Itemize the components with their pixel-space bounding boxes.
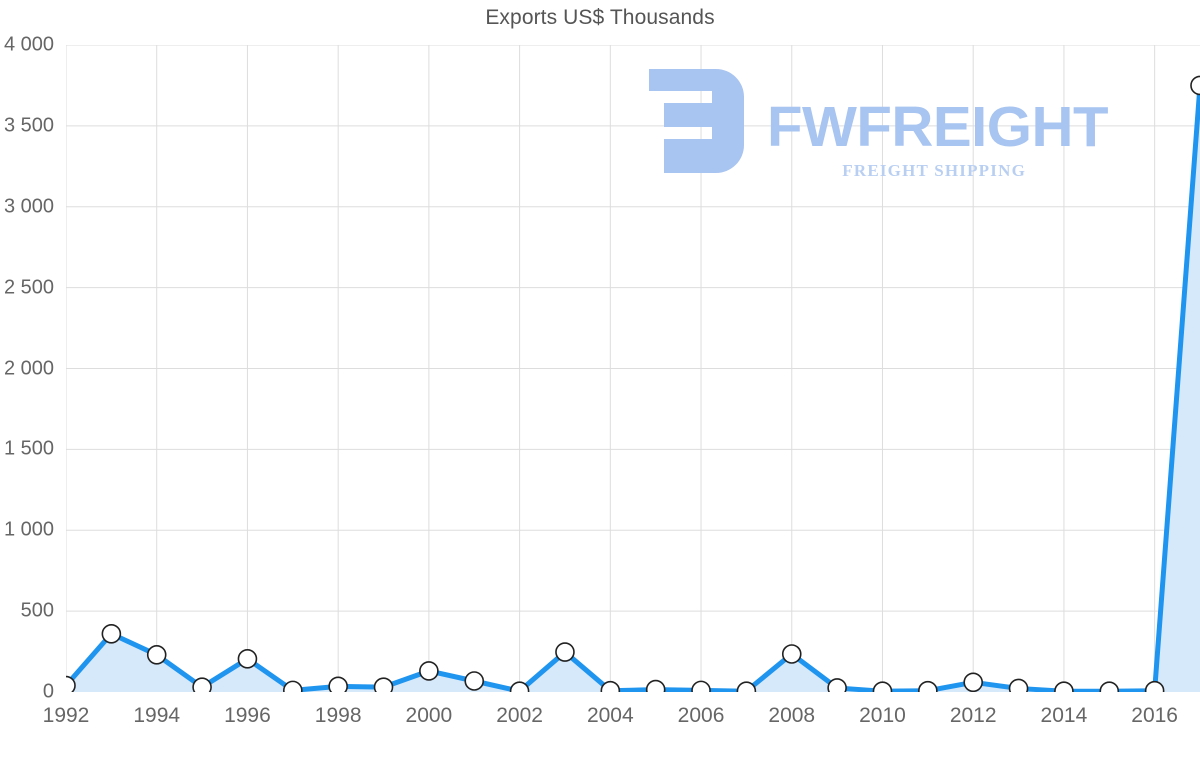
x-axis-tick-label: 2010 [859, 704, 906, 727]
x-axis-tick-label: 2006 [677, 704, 725, 727]
x-axis-tick-label: 1998 [314, 704, 362, 727]
x-axis-tick-label: 2002 [496, 704, 543, 727]
plot-area: FWFREIGHT FREIGHT SHIPPING [66, 45, 1200, 692]
y-axis-tick-label: 1 000 [3, 518, 54, 541]
y-axis-tick-label: 2 500 [3, 276, 54, 299]
data-series-exports [66, 45, 1200, 692]
x-axis-tick-label: 2008 [768, 704, 816, 727]
x-axis-tick-label: 2004 [586, 704, 634, 727]
y-axis-tick-label: 500 [20, 599, 54, 622]
y-axis-tick-label: 3 000 [3, 195, 54, 218]
x-axis-tick-label: 1994 [133, 704, 181, 727]
x-axis-tick-label: 2014 [1040, 704, 1088, 727]
y-axis-tick-label: 1 500 [3, 437, 54, 460]
y-axis-tick-label: 2 000 [3, 357, 54, 379]
x-axis-tick-label: 1992 [42, 704, 90, 727]
y-axis-tick-label: 0 [42, 680, 54, 703]
y-axis-tick-label: 3 500 [3, 114, 54, 137]
x-axis-tick-label: 2000 [405, 704, 453, 727]
x-axis-tick-label: 2016 [1131, 704, 1178, 727]
y-axis-tick-label: 4 000 [3, 33, 54, 56]
x-axis-tick-label: 2012 [949, 704, 997, 727]
x-axis-tick-label: 1996 [224, 704, 271, 727]
gridlines [66, 45, 1200, 692]
chart-title: Exports US$ Thousands [485, 6, 715, 29]
